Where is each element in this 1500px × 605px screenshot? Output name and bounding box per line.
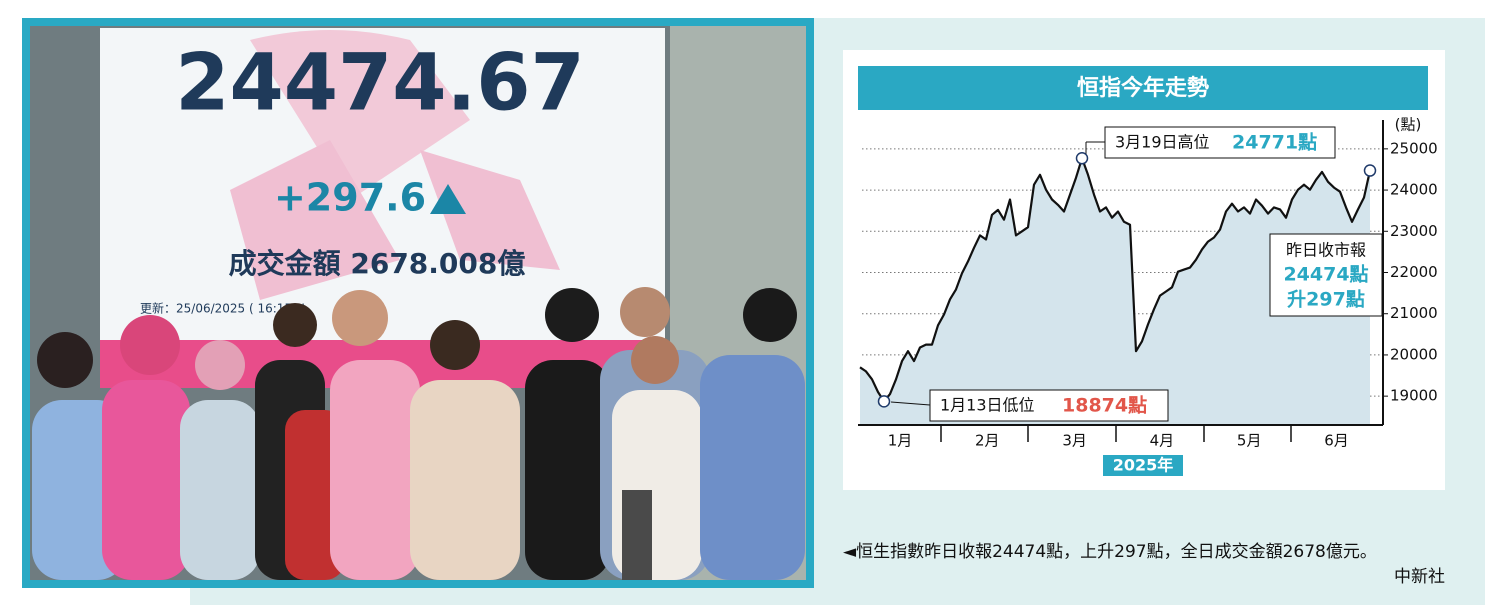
leader xyxy=(890,401,931,406)
up-arrow xyxy=(430,184,466,214)
annotation-text: 1月13日低位 xyxy=(940,396,1035,415)
board-logo xyxy=(230,140,560,300)
x-tick-label: 1月 xyxy=(888,432,913,450)
x-tick-label: 3月 xyxy=(1062,432,1087,450)
y-tick-label: 25000 xyxy=(1390,139,1438,157)
annotation-text: 3月19日高位 xyxy=(1115,133,1210,152)
x-tick-label: 2月 xyxy=(975,432,1000,450)
credit: 中新社 xyxy=(1394,567,1445,587)
crowd xyxy=(32,287,805,580)
annotation-change: 升297點 xyxy=(1287,288,1365,311)
y-unit: (點) xyxy=(1395,116,1422,134)
point-marker xyxy=(877,395,891,408)
line xyxy=(859,157,1372,403)
y-tick-label: 24000 xyxy=(1390,181,1438,199)
chart-title: 恒指今年走勢 xyxy=(1077,75,1209,101)
title-bar xyxy=(858,66,1428,110)
year-box xyxy=(1103,455,1183,476)
caption: ◄恒生指數昨日收報24474點，上升297點，全日成交金額2678億元。 xyxy=(843,542,1377,562)
board-index: 24474.67 xyxy=(175,38,585,128)
area xyxy=(860,158,1370,426)
annotation-box xyxy=(1269,233,1383,317)
y-tick-label: 22000 xyxy=(1390,263,1438,281)
month-separators xyxy=(940,425,1292,442)
annotation-box xyxy=(1104,126,1336,159)
board-update: 更新：25/06/2025 ( 16:15 H xyxy=(140,301,305,316)
y-tick-label: 21000 xyxy=(1390,304,1438,322)
annotation-value: 24474點 xyxy=(1283,263,1368,286)
y-tick-label: 20000 xyxy=(1390,345,1438,363)
y-tick-label: 19000 xyxy=(1390,387,1438,405)
x-tick-label: 4月 xyxy=(1150,432,1175,450)
point-marker xyxy=(1075,152,1089,165)
x-label: 2025年 xyxy=(1113,456,1174,475)
plot xyxy=(859,148,1388,426)
board-turnover: 成交金額 2678.008億 xyxy=(229,247,526,280)
x-tick-label: 6月 xyxy=(1324,432,1349,450)
annotation-value: 24771點 xyxy=(1232,131,1317,154)
annotation-box xyxy=(929,389,1169,422)
x-tick-label: 5月 xyxy=(1237,432,1262,450)
point-marker xyxy=(1363,164,1377,177)
board-logo xyxy=(250,30,470,200)
annotation-text: 昨日收市報 xyxy=(1286,241,1366,260)
annotation-value: 18874點 xyxy=(1062,394,1147,417)
board-change: +297.6 xyxy=(274,176,426,220)
y-tick-label: 23000 xyxy=(1390,222,1438,240)
